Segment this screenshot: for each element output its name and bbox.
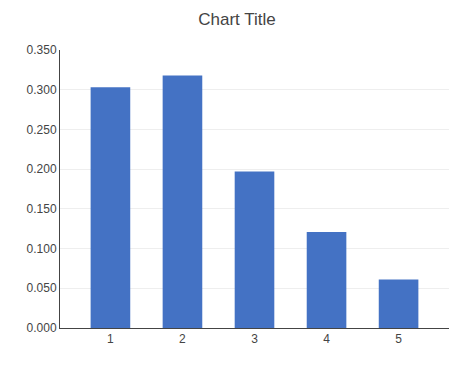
svg-text:0.050: 0.050	[27, 281, 57, 295]
svg-text:5: 5	[395, 332, 402, 346]
svg-text:2: 2	[179, 332, 186, 346]
svg-text:0.150: 0.150	[27, 202, 57, 216]
svg-text:0.200: 0.200	[27, 162, 57, 176]
svg-text:0.000: 0.000	[27, 321, 57, 335]
svg-text:0.300: 0.300	[27, 83, 57, 97]
svg-text:0.100: 0.100	[27, 242, 57, 256]
svg-text:0.350: 0.350	[27, 43, 57, 57]
svg-text:0.250: 0.250	[27, 123, 57, 137]
svg-text:1: 1	[107, 332, 114, 346]
svg-text:Chart Title: Chart Title	[198, 10, 275, 29]
svg-text:4: 4	[323, 332, 330, 346]
svg-text:3: 3	[251, 332, 258, 346]
